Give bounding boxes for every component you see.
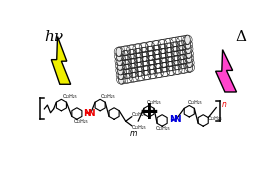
Text: C₁₂H₂₅: C₁₂H₂₅ — [207, 116, 222, 121]
Text: n: n — [222, 100, 227, 109]
Ellipse shape — [187, 63, 193, 72]
Text: C₁₂H₂₅: C₁₂H₂₅ — [101, 94, 116, 98]
Text: C₁₂H₂₅: C₁₂H₂₅ — [188, 100, 202, 105]
Text: C₁₂H₂₅: C₁₂H₂₅ — [147, 100, 161, 105]
Ellipse shape — [185, 35, 190, 44]
Ellipse shape — [117, 61, 123, 70]
Text: $\mathbf{N}$: $\mathbf{N}$ — [169, 113, 178, 124]
Ellipse shape — [118, 75, 124, 84]
Text: $\mathbf{N}$: $\mathbf{N}$ — [87, 106, 96, 118]
Polygon shape — [51, 36, 71, 84]
Text: C₁₂H₂₅: C₁₂H₂₅ — [74, 119, 89, 124]
Text: C₁₂H₂₅: C₁₂H₂₅ — [132, 125, 147, 130]
Ellipse shape — [117, 57, 122, 66]
Ellipse shape — [116, 47, 122, 57]
Ellipse shape — [185, 44, 191, 54]
Ellipse shape — [116, 52, 122, 61]
Text: C₁₂H₂₅: C₁₂H₂₅ — [63, 94, 78, 98]
Text: C₁₂H₂₅: C₁₂H₂₅ — [132, 112, 147, 117]
Ellipse shape — [186, 54, 192, 63]
Ellipse shape — [187, 58, 192, 67]
Ellipse shape — [118, 70, 124, 80]
Text: C₁₂H₂₅: C₁₂H₂₅ — [156, 126, 171, 131]
Ellipse shape — [185, 40, 191, 49]
Ellipse shape — [186, 49, 192, 58]
Text: m: m — [130, 129, 137, 138]
Ellipse shape — [118, 66, 123, 75]
Text: hν: hν — [44, 30, 64, 44]
Text: Δ: Δ — [236, 30, 247, 44]
Text: +: + — [139, 100, 159, 124]
Text: $\mathbf{N}$: $\mathbf{N}$ — [173, 113, 181, 124]
Polygon shape — [216, 50, 236, 92]
Text: $\mathbf{N}$: $\mathbf{N}$ — [84, 106, 92, 118]
